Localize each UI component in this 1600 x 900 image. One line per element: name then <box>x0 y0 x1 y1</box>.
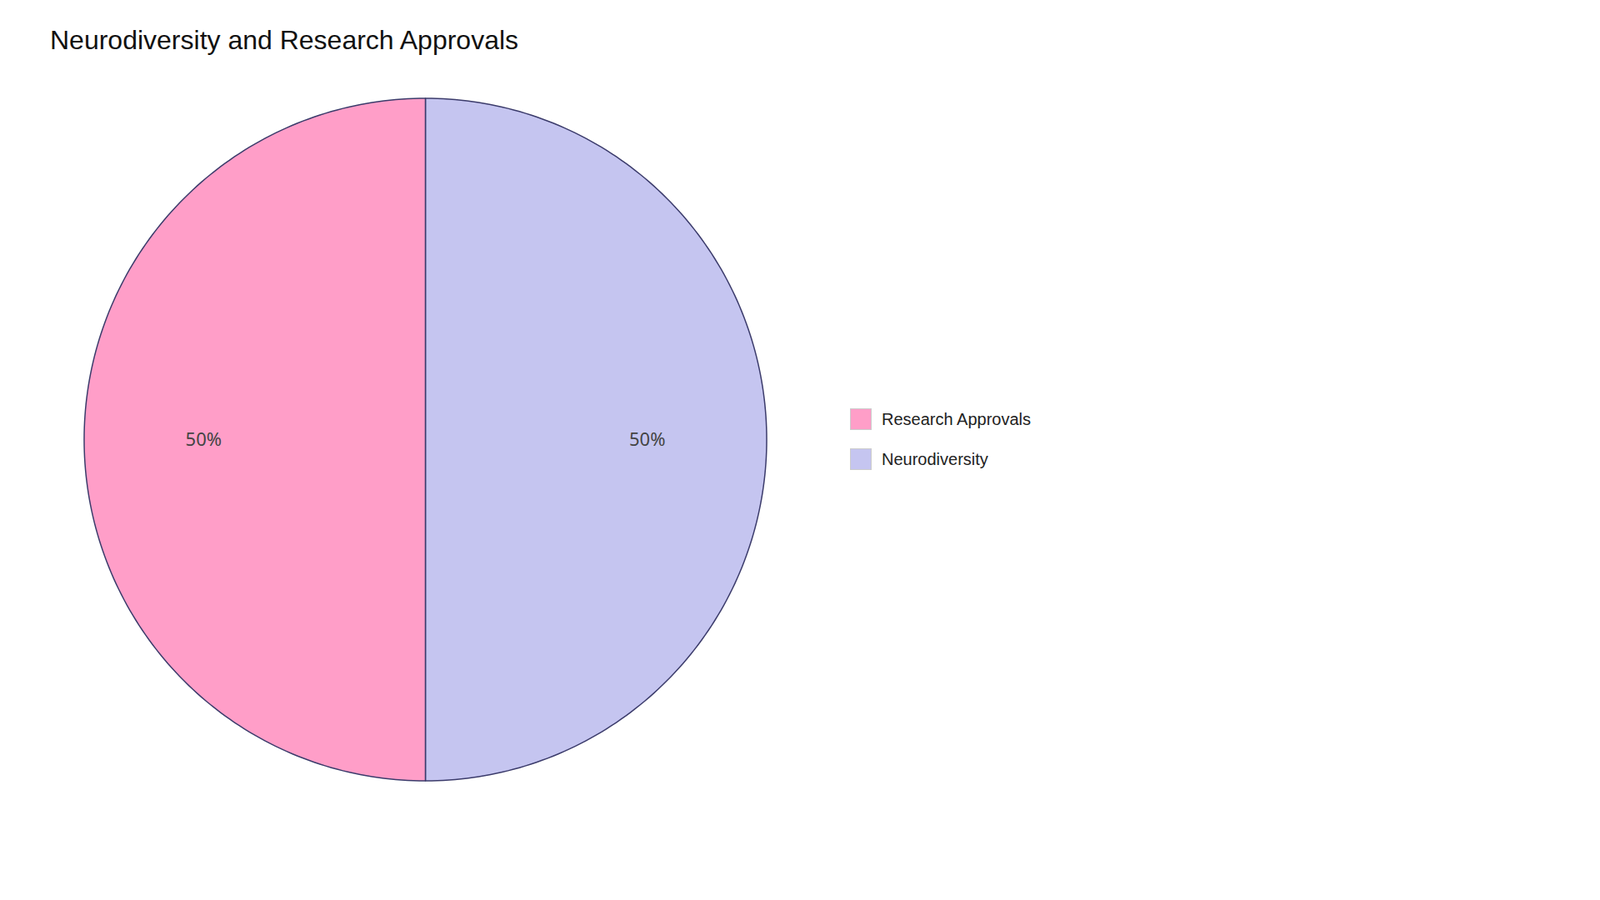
html-text:Research Approvals: Research Approvals <box>881 409 1031 428</box>
svg-text:50%: 50% <box>185 425 222 451</box>
html-text:Neurodiversity and Research Ap: Neurodiversity and Research Approvals <box>50 25 519 55</box>
svg-text:50%: 50% <box>629 425 665 451</box>
html-text:Neurodiversity: Neurodiversity <box>881 449 989 468</box>
